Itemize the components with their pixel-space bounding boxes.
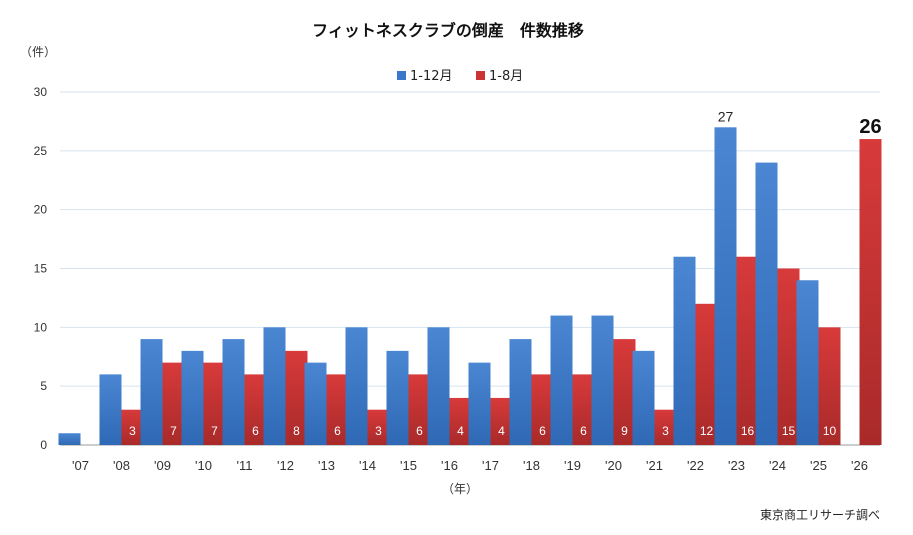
y-tick-label: 10 [34,320,48,334]
bar-full-year [181,350,204,445]
bar-full-year [796,280,819,445]
chart-title: フィットネスクラブの倒産 件数推移 [312,21,584,40]
data-label: 6 [416,424,423,438]
data-label: 6 [539,424,546,438]
bar-full-year [99,374,122,445]
bar-full-year [591,315,614,445]
y-axis-label: （件） [20,45,56,59]
bar-full-year [304,362,327,445]
bar-jan-aug [449,397,472,445]
bar-jan-aug [572,374,595,445]
legend-label-1-12: 1-12月 [410,69,453,84]
y-tick-label: 25 [34,144,48,158]
bar-full-year [632,350,655,445]
legend-swatch-1-8 [476,71,485,80]
x-tick-label: '19 [564,458,581,473]
bar-jan-aug [859,139,882,446]
data-label: 3 [375,424,382,438]
bar-jan-aug [326,374,349,445]
bar-full-year [427,327,450,445]
source-note: 東京商工リサーチ調べ [760,507,880,522]
bar-jan-aug [121,409,144,445]
bar-full-year [222,339,245,445]
data-label: 4 [457,424,464,438]
x-tick-label: '22 [687,458,704,473]
data-label: 7 [211,424,218,438]
x-axis-label: （年） [442,482,478,496]
x-tick-label: '14 [359,458,376,473]
x-tick-label: '12 [277,458,294,473]
x-tick-label: '08 [113,458,130,473]
x-tick-label: '23 [728,458,745,473]
bar-jan-aug [654,409,677,445]
x-tick-label: '09 [154,458,171,473]
bar-jan-aug [818,327,841,445]
bar-jan-aug [244,374,267,445]
x-tick-label: '17 [482,458,499,473]
data-label: 26 [859,116,881,138]
legend-label-1-8: 1-8月 [489,69,523,84]
data-label: 27 [718,108,734,124]
x-tick-label: '11 [237,458,253,473]
bar-full-year [673,256,696,445]
x-tick-label: '24 [769,458,786,473]
x-tick-label: '16 [441,458,458,473]
data-label: 6 [334,424,341,438]
bar-jan-aug [531,374,554,445]
data-label: 3 [129,424,136,438]
data-label: 8 [293,424,300,438]
data-label: 6 [580,424,587,438]
x-tick-label: '10 [195,458,212,473]
x-tick-label: '15 [400,458,417,473]
bar-jan-aug [285,350,308,445]
data-label: 6 [252,424,259,438]
x-tick-label: '21 [646,458,663,473]
bar-full-year [509,339,532,445]
y-tick-label: 0 [40,438,47,452]
x-tick-label: '20 [605,458,622,473]
bar-full-year [140,339,163,445]
bar-full-year [755,162,778,445]
data-label: 10 [823,424,837,438]
bar-jan-aug [408,374,431,445]
bar-jan-aug [736,256,759,445]
data-label: 15 [782,424,796,438]
bar-jan-aug [613,339,636,445]
y-tick-label: 20 [34,203,48,217]
bar-full-year [58,433,81,445]
y-tick-label: 30 [34,85,48,99]
x-tick-label: '25 [810,458,827,473]
y-tick-label: 15 [34,262,48,276]
data-label: 7 [170,424,177,438]
data-label: 4 [498,424,505,438]
data-label: 9 [621,424,628,438]
data-label: 3 [662,424,669,438]
x-tick-label: '18 [523,458,540,473]
bar-jan-aug [203,362,226,445]
data-label: 12 [700,424,714,438]
bar-full-year [345,327,368,445]
bar-jan-aug [162,362,185,445]
bar-jan-aug [367,409,390,445]
x-tick-label: '26 [851,458,868,473]
bar-full-year [263,327,286,445]
data-label: 16 [741,424,755,438]
legend-swatch-1-12 [397,71,406,80]
bar-full-year [386,350,409,445]
x-axis-ticks: '07 '08 '09 '10 '11 '12 '13 '14 '15 '16 '17 '18 '19 '… [72,458,868,473]
bars: 3 7 7 6 8 6 3 6 4 4 6 6 9 3 12 27 16 15 10 26 [58,108,882,446]
bar-jan-aug [777,268,800,445]
bar-full-year [468,362,491,445]
legend: 1-12月 1-8月 [397,69,523,84]
bar-jan-aug [695,303,718,445]
x-tick-label: '13 [318,458,335,473]
y-tick-label: 5 [40,379,47,393]
bar-full-year [550,315,573,445]
bar-jan-aug [490,397,513,445]
bar-full-year [714,127,737,446]
x-tick-label: '07 [72,458,89,473]
y-axis-ticks: 0 5 10 15 20 25 30 [34,85,48,452]
